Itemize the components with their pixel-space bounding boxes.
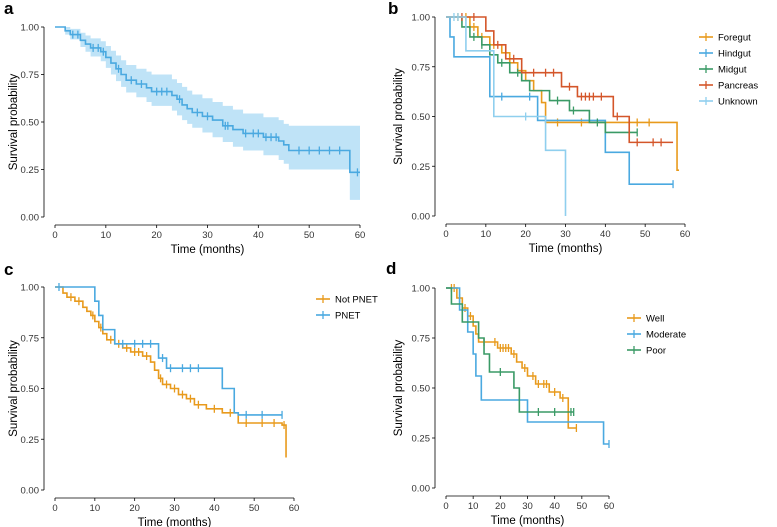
x-tick-label: 50 [640,229,651,240]
x-tick-label: 30 [202,230,213,241]
x-tick-label: 60 [289,503,300,514]
x-tick-label: 10 [101,230,112,241]
legend: Not PNET PNET [316,295,378,322]
y-tick-label: 0.75 [21,70,40,81]
y-tick-label: 0.25 [21,165,40,176]
x-tick-label: 60 [680,229,691,240]
y-axis-label: Survival probability [8,340,20,437]
x-tick-label: 20 [129,503,140,514]
legend-label: Foregut [718,33,751,44]
y-tick-label: 0.75 [21,333,40,344]
x-axis-label: Time (months) [491,515,565,527]
x-tick-label: 0 [52,230,57,241]
survival-curve-foregut [446,16,680,172]
legend-label: Midgut [718,65,747,76]
survival-curve-all-patients [55,26,360,174]
x-axis-label: Time (months) [529,243,603,255]
legend-label: PNET [335,311,361,322]
x-tick-label: 40 [549,501,560,512]
legend-label: Hindgut [718,49,751,60]
x-tick-label: 10 [468,501,479,512]
x-tick-label: 20 [520,229,531,240]
km-panel-c: c 0 10 20 30 40 50 60 0.00 0.25 0.50 0.75 1.00 Time (… [4,260,378,527]
y-axis-label: Survival probability [393,68,405,165]
y-tick-label: 0.00 [412,212,431,223]
x-tick-label: 50 [249,503,260,514]
x-tick-label: 30 [522,501,533,512]
x-tick-label: 10 [481,229,492,240]
y-axis-label: Survival probability [393,339,405,436]
x-tick-label: 30 [560,229,571,240]
legend-label: Poor [646,346,666,357]
survival-curve-hindgut [446,16,674,185]
panel-letter: d [386,259,396,278]
km-panel-b: b 0 10 20 30 40 50 60 0.00 0.25 0.50 0.75 1.00 Time (… [388,0,758,255]
x-tick-label: 60 [604,501,615,512]
y-tick-label: 0.75 [412,334,431,345]
survival-curve-pancreas [446,16,674,144]
x-tick-label: 20 [151,230,162,241]
legend-label: Well [646,314,664,325]
y-tick-label: 0.25 [412,162,431,173]
x-tick-label: 50 [577,501,588,512]
legend-label: Not PNET [335,295,378,306]
survival-curve-midgut [446,16,638,134]
survival-curve-not-pnet [55,286,287,458]
y-tick-label: 1.00 [412,284,431,295]
x-tick-label: 20 [495,501,506,512]
km-panel-a: a 0 10 20 30 40 50 60 0.00 0.25 0.50 0.75 1.00 Time (… [4,0,365,256]
x-tick-label: 50 [304,230,315,241]
survival-curve-pnet [55,286,283,416]
survival-curve-moderate [446,287,609,445]
survival-curve-poor [446,287,574,413]
x-tick-label: 0 [443,501,448,512]
legend-label: Moderate [646,330,686,341]
x-tick-label: 40 [253,230,264,241]
y-tick-label: 0.50 [412,112,431,123]
panel-letter: c [4,260,13,279]
y-tick-label: 1.00 [21,283,40,294]
legend-label: Unknown [718,97,758,108]
y-tick-label: 0.50 [412,384,431,395]
y-tick-label: 0.25 [21,435,40,446]
y-tick-label: 1.00 [412,13,431,24]
legend: Well Moderate Poor [627,314,686,357]
x-tick-label: 0 [52,503,57,514]
panel-letter: a [4,0,14,18]
y-tick-label: 1.00 [21,23,40,34]
x-axis-label: Time (months) [171,244,245,256]
x-tick-label: 30 [169,503,180,514]
survival-curve-unknown [446,16,567,216]
x-tick-label: 40 [600,229,611,240]
x-tick-label: 0 [443,229,448,240]
x-axis-label: Time (months) [138,517,212,527]
y-tick-label: 0.00 [21,486,40,497]
y-tick-label: 0.00 [21,213,40,224]
y-tick-label: 0.00 [412,484,431,495]
km-panel-d: d 0 10 20 30 40 50 60 0.00 0.25 0.50 0.75 1.00 Time (… [386,259,686,527]
y-tick-label: 0.50 [21,118,40,129]
y-tick-label: 0.50 [21,384,40,395]
x-tick-label: 60 [355,230,366,241]
y-axis-label: Survival probability [8,73,20,170]
y-tick-label: 0.25 [412,434,431,445]
legend-label: Pancreas [718,81,758,92]
legend: Foregut Hindgut Midgut Pancreas Unknown [699,33,758,108]
x-tick-label: 40 [209,503,220,514]
panel-letter: b [388,0,398,18]
x-tick-label: 10 [90,503,101,514]
y-tick-label: 0.75 [412,62,431,73]
